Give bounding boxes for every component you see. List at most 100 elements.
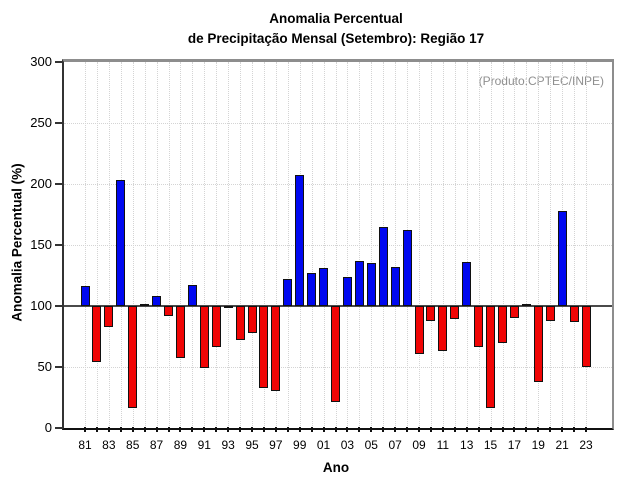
x-axis-tick xyxy=(310,427,313,432)
y-tick-label: 100 xyxy=(30,298,52,313)
chart-title-line-1: Anomalia Percentual xyxy=(269,11,403,26)
x-tick-label: 19 xyxy=(531,438,545,452)
x-axis-tick xyxy=(370,427,373,432)
x-axis-tick xyxy=(358,427,361,432)
bar-2002 xyxy=(331,306,340,403)
bar-1992 xyxy=(211,306,221,348)
x-tick-label: 03 xyxy=(340,438,355,452)
x-axis-tick xyxy=(477,427,480,432)
x-axis-tick xyxy=(167,427,170,432)
x-axis-tick xyxy=(453,427,456,432)
bar-1987 xyxy=(152,296,162,306)
x-tick-label: 17 xyxy=(507,438,522,452)
x-axis-title: Ano xyxy=(322,460,350,475)
grid-line-vertical xyxy=(132,62,134,428)
chart-title-line-2: de Precipitação Mensal (Setembro): Regiã… xyxy=(187,31,485,46)
x-tick-label: 87 xyxy=(149,438,164,452)
x-axis-tick xyxy=(394,427,397,432)
x-tick-label: 01 xyxy=(316,438,331,452)
x-tick-label: 97 xyxy=(269,438,283,452)
x-tick-label: 81 xyxy=(78,438,92,452)
x-axis-tick xyxy=(549,427,552,432)
x-tick-label: 23 xyxy=(579,438,593,452)
grid-line-horizontal xyxy=(64,245,612,246)
bar-2005 xyxy=(366,263,376,306)
grid-line-vertical xyxy=(228,62,230,428)
x-axis-tick xyxy=(513,427,516,432)
bar-2017 xyxy=(509,306,519,319)
bar-2015 xyxy=(486,306,496,409)
x-axis-tick xyxy=(143,427,146,432)
x-tick-label: 11 xyxy=(436,438,450,452)
bar-1991 xyxy=(199,306,209,369)
x-axis-tick xyxy=(179,427,182,432)
x-axis-tick xyxy=(262,427,265,432)
x-axis-tick xyxy=(406,427,409,432)
grid-line-vertical xyxy=(419,62,420,428)
x-axis-tick xyxy=(131,427,134,432)
x-axis-tick xyxy=(573,427,576,432)
grid-line-vertical xyxy=(335,62,337,428)
grid-line-vertical xyxy=(156,62,158,428)
x-tick-label: 13 xyxy=(460,438,474,452)
grid-line-vertical xyxy=(263,62,265,428)
bar-2000 xyxy=(307,273,317,306)
bar-2009 xyxy=(414,306,424,354)
grid-line-vertical xyxy=(550,62,552,428)
grid-line-vertical xyxy=(216,62,218,428)
bar-2011 xyxy=(438,306,448,352)
bar-1998 xyxy=(283,279,293,306)
grid-line-vertical xyxy=(490,62,492,428)
grid-line-vertical xyxy=(430,62,432,428)
x-axis-tick xyxy=(429,427,432,432)
x-axis-tick xyxy=(585,427,587,432)
y-tick-label: 150 xyxy=(30,237,52,252)
grid-line-vertical xyxy=(287,62,289,428)
x-tick-label: 99 xyxy=(293,438,307,452)
grid-line-vertical xyxy=(586,62,587,428)
bar-1986 xyxy=(140,304,150,306)
y-tick-label: 50 xyxy=(37,359,52,374)
y-axis-tick xyxy=(55,244,62,246)
x-axis-tick xyxy=(298,427,301,432)
bar-2021 xyxy=(557,210,567,306)
bar-1984 xyxy=(116,180,126,306)
grid-line-vertical xyxy=(454,62,456,428)
bar-1989 xyxy=(175,306,185,359)
bar-2004 xyxy=(354,260,364,306)
bar-2007 xyxy=(390,266,400,306)
x-tick-label: 07 xyxy=(388,438,402,452)
x-axis-tick xyxy=(561,427,564,432)
grid-line-vertical xyxy=(204,62,206,428)
source-note: (Produto:CPTEC/INPE) xyxy=(478,74,604,88)
x-axis-tick xyxy=(119,427,122,432)
bar-1996 xyxy=(259,306,269,388)
bar-1994 xyxy=(235,306,245,341)
grid-line-vertical xyxy=(466,62,468,428)
x-tick-label: 21 xyxy=(555,438,569,452)
x-tick-label: 85 xyxy=(126,438,140,452)
x-tick-label: 83 xyxy=(102,438,116,452)
grid-line-vertical xyxy=(96,62,98,428)
bar-2022 xyxy=(569,306,579,322)
bar-1985 xyxy=(128,306,138,409)
grid-line-vertical xyxy=(347,62,349,428)
bar-2006 xyxy=(378,226,388,306)
grid-line-vertical xyxy=(442,62,444,428)
x-tick-label: 15 xyxy=(483,438,498,452)
bar-1981 xyxy=(80,286,90,306)
bar-1999 xyxy=(295,175,305,306)
y-tick-label: 250 xyxy=(30,115,52,130)
x-axis-tick xyxy=(191,427,194,432)
bar-1995 xyxy=(247,306,257,333)
bar-1997 xyxy=(271,306,281,392)
grid-line-vertical xyxy=(252,62,253,428)
x-axis-tick xyxy=(418,427,420,432)
x-axis-tick xyxy=(346,427,349,432)
grid-line-vertical xyxy=(275,62,277,428)
grid-line-vertical xyxy=(240,62,242,428)
bar-2019 xyxy=(533,306,543,382)
x-axis-tick xyxy=(441,427,444,432)
y-axis-tick xyxy=(55,427,62,429)
